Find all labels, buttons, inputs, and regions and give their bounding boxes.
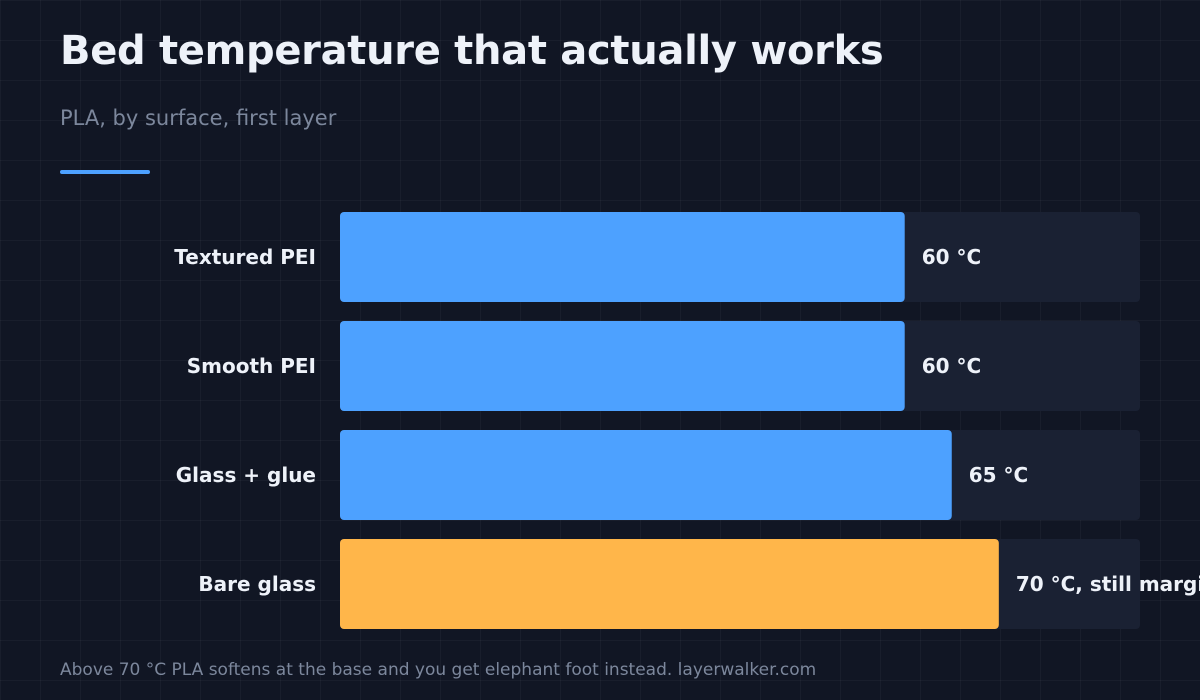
value-label: 60 °C <box>922 245 981 269</box>
bar-row-smooth-pei: Smooth PEI 60 °C <box>187 321 1140 411</box>
bars-layer: Textured PEI 60 °C Smooth PEI 60 °C Glass + … <box>174 212 1200 629</box>
bar <box>340 212 905 302</box>
bar-row-textured-pei: Textured PEI 60 °C <box>174 212 1140 302</box>
bar <box>340 321 905 411</box>
value-label: 70 °C, still marginal <box>1016 572 1200 596</box>
bar-row-bare-glass: Bare glass 70 °C, still marginal <box>198 539 1200 629</box>
chart-title: Bed temperature that actually works <box>60 28 884 74</box>
category-label: Textured PEI <box>174 245 316 269</box>
accent-rule <box>60 170 150 174</box>
footnote: Above 70 °C PLA softens at the base and … <box>60 660 817 680</box>
value-label: 65 °C <box>969 463 1028 487</box>
value-label: 60 °C <box>922 354 981 378</box>
bar <box>340 539 999 629</box>
bar <box>340 430 952 520</box>
category-label: Glass + glue <box>176 463 316 487</box>
chart-subtitle: PLA, by surface, first layer <box>60 106 337 130</box>
bar-row-glass-glue: Glass + glue 65 °C <box>176 430 1140 520</box>
category-label: Bare glass <box>198 572 316 596</box>
category-label: Smooth PEI <box>187 354 316 378</box>
